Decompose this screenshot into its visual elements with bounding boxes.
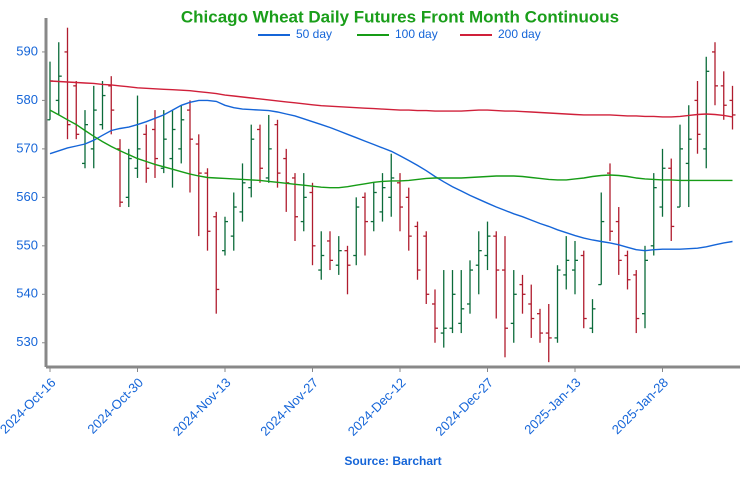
- source: Source: Barchart: [344, 454, 441, 468]
- x-tick-label: 2024-Oct-30: [84, 375, 146, 437]
- legend-label: 50 day: [296, 27, 332, 41]
- ma-line: [49, 80, 733, 118]
- x-tick-label: 2024-Nov-13: [170, 375, 234, 439]
- y-tick-label: 570: [16, 140, 38, 155]
- x-tick-label: 2024-Dec-27: [432, 375, 496, 439]
- ma-line: [49, 109, 733, 189]
- y-tick-label: 530: [16, 334, 38, 349]
- y-tick-label: 580: [16, 92, 38, 107]
- x-tick-label: 2024-Oct-16: [0, 375, 59, 437]
- y-tick-label: 540: [16, 286, 38, 301]
- legend-label: 100 day: [395, 27, 438, 41]
- y-tick-label: 560: [16, 189, 38, 204]
- y-tick-label: 550: [16, 237, 38, 252]
- x-tick-label: 2024-Nov-27: [257, 375, 321, 439]
- chart-title: Chicago Wheat Daily Futures Front Month …: [181, 7, 619, 26]
- x-tick-label: 2025-Jan-28: [609, 375, 671, 437]
- x-tick-label: 2024-Dec-12: [345, 375, 409, 439]
- legend-label: 200 day: [498, 27, 541, 41]
- ma-line: [49, 99, 733, 252]
- x-tick-label: 2025-Jan-13: [521, 375, 583, 437]
- y-tick-label: 590: [16, 43, 38, 58]
